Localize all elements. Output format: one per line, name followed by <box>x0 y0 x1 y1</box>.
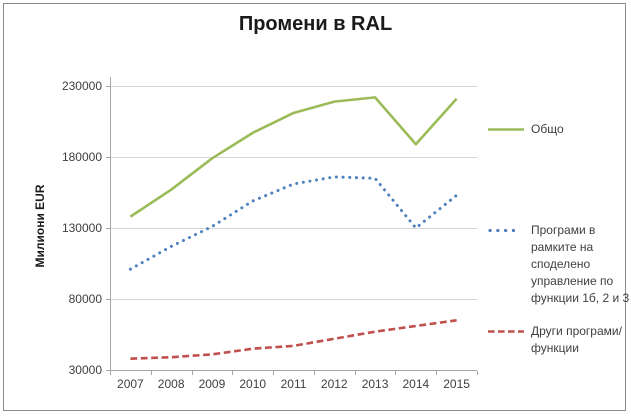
series-line-2 <box>130 319 457 360</box>
chart-title: Промени в RAL <box>238 13 393 35</box>
y-tick-label: 230000 <box>61 79 102 93</box>
y-tick-label: 30000 <box>68 363 102 377</box>
series-line-0 <box>129 96 458 218</box>
x-tick-label: 2015 <box>443 377 470 391</box>
chart-frame <box>3 3 626 411</box>
x-tick-label: 2008 <box>157 377 185 391</box>
x-tick-label: 2011 <box>280 377 307 391</box>
x-tick-label: 2014 <box>402 377 430 391</box>
y-tick-label: 130000 <box>61 221 102 235</box>
x-tick-label: 2007 <box>117 377 144 391</box>
series-line-1 <box>128 175 459 271</box>
x-tick-label: 2010 <box>239 377 267 391</box>
y-tick-label: 180000 <box>61 150 102 164</box>
x-tick-label: 2013 <box>361 377 389 391</box>
y-tick-label: 80000 <box>68 292 102 306</box>
x-tick-label: 2012 <box>320 377 348 391</box>
x-tick-label: 2009 <box>198 377 226 391</box>
